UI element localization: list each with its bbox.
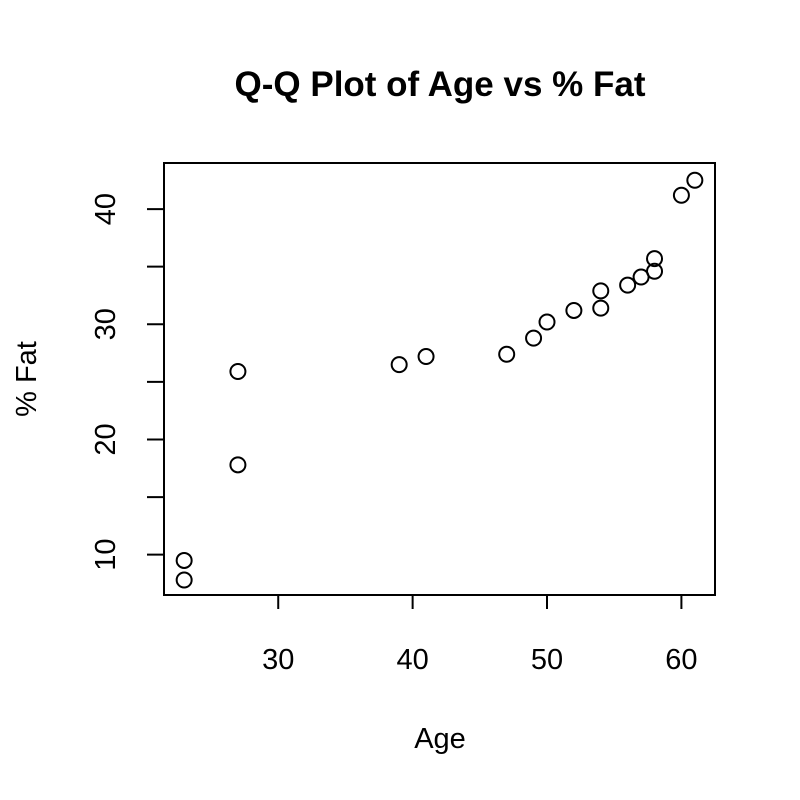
- chart-title: Q-Q Plot of Age vs % Fat: [235, 65, 646, 104]
- y-tick-label: 20: [90, 423, 122, 455]
- data-point: [565, 301, 583, 319]
- x-axis-label: Age: [414, 723, 466, 755]
- data-point: [646, 250, 664, 268]
- data-point: [229, 456, 247, 474]
- data-point: [229, 363, 247, 381]
- data-point: [619, 276, 637, 294]
- data-point: [538, 313, 556, 331]
- y-tick-label: 30: [90, 308, 122, 340]
- x-tick-label: 30: [262, 644, 294, 676]
- data-point: [686, 171, 704, 189]
- data-point: [390, 356, 408, 374]
- data-point: [525, 329, 543, 347]
- data-point: [672, 186, 690, 204]
- x-tick-label: 60: [665, 644, 697, 676]
- x-tick-label: 50: [531, 644, 563, 676]
- data-point: [592, 282, 610, 300]
- data-point: [175, 571, 193, 589]
- data-point: [175, 551, 193, 569]
- plot-frame: [163, 162, 716, 596]
- y-tick-label: 40: [90, 193, 122, 225]
- y-tick-label: 10: [90, 539, 122, 571]
- data-point: [592, 299, 610, 317]
- data-point: [498, 345, 516, 363]
- y-axis: 10 20 30 40: [90, 193, 164, 571]
- data-point: [417, 348, 435, 366]
- x-axis: 30 40 50 60: [262, 595, 698, 676]
- data-points: [175, 171, 704, 589]
- x-tick-label: 40: [396, 644, 428, 676]
- y-axis-label: % Fat: [11, 341, 43, 417]
- data-point: [646, 262, 664, 280]
